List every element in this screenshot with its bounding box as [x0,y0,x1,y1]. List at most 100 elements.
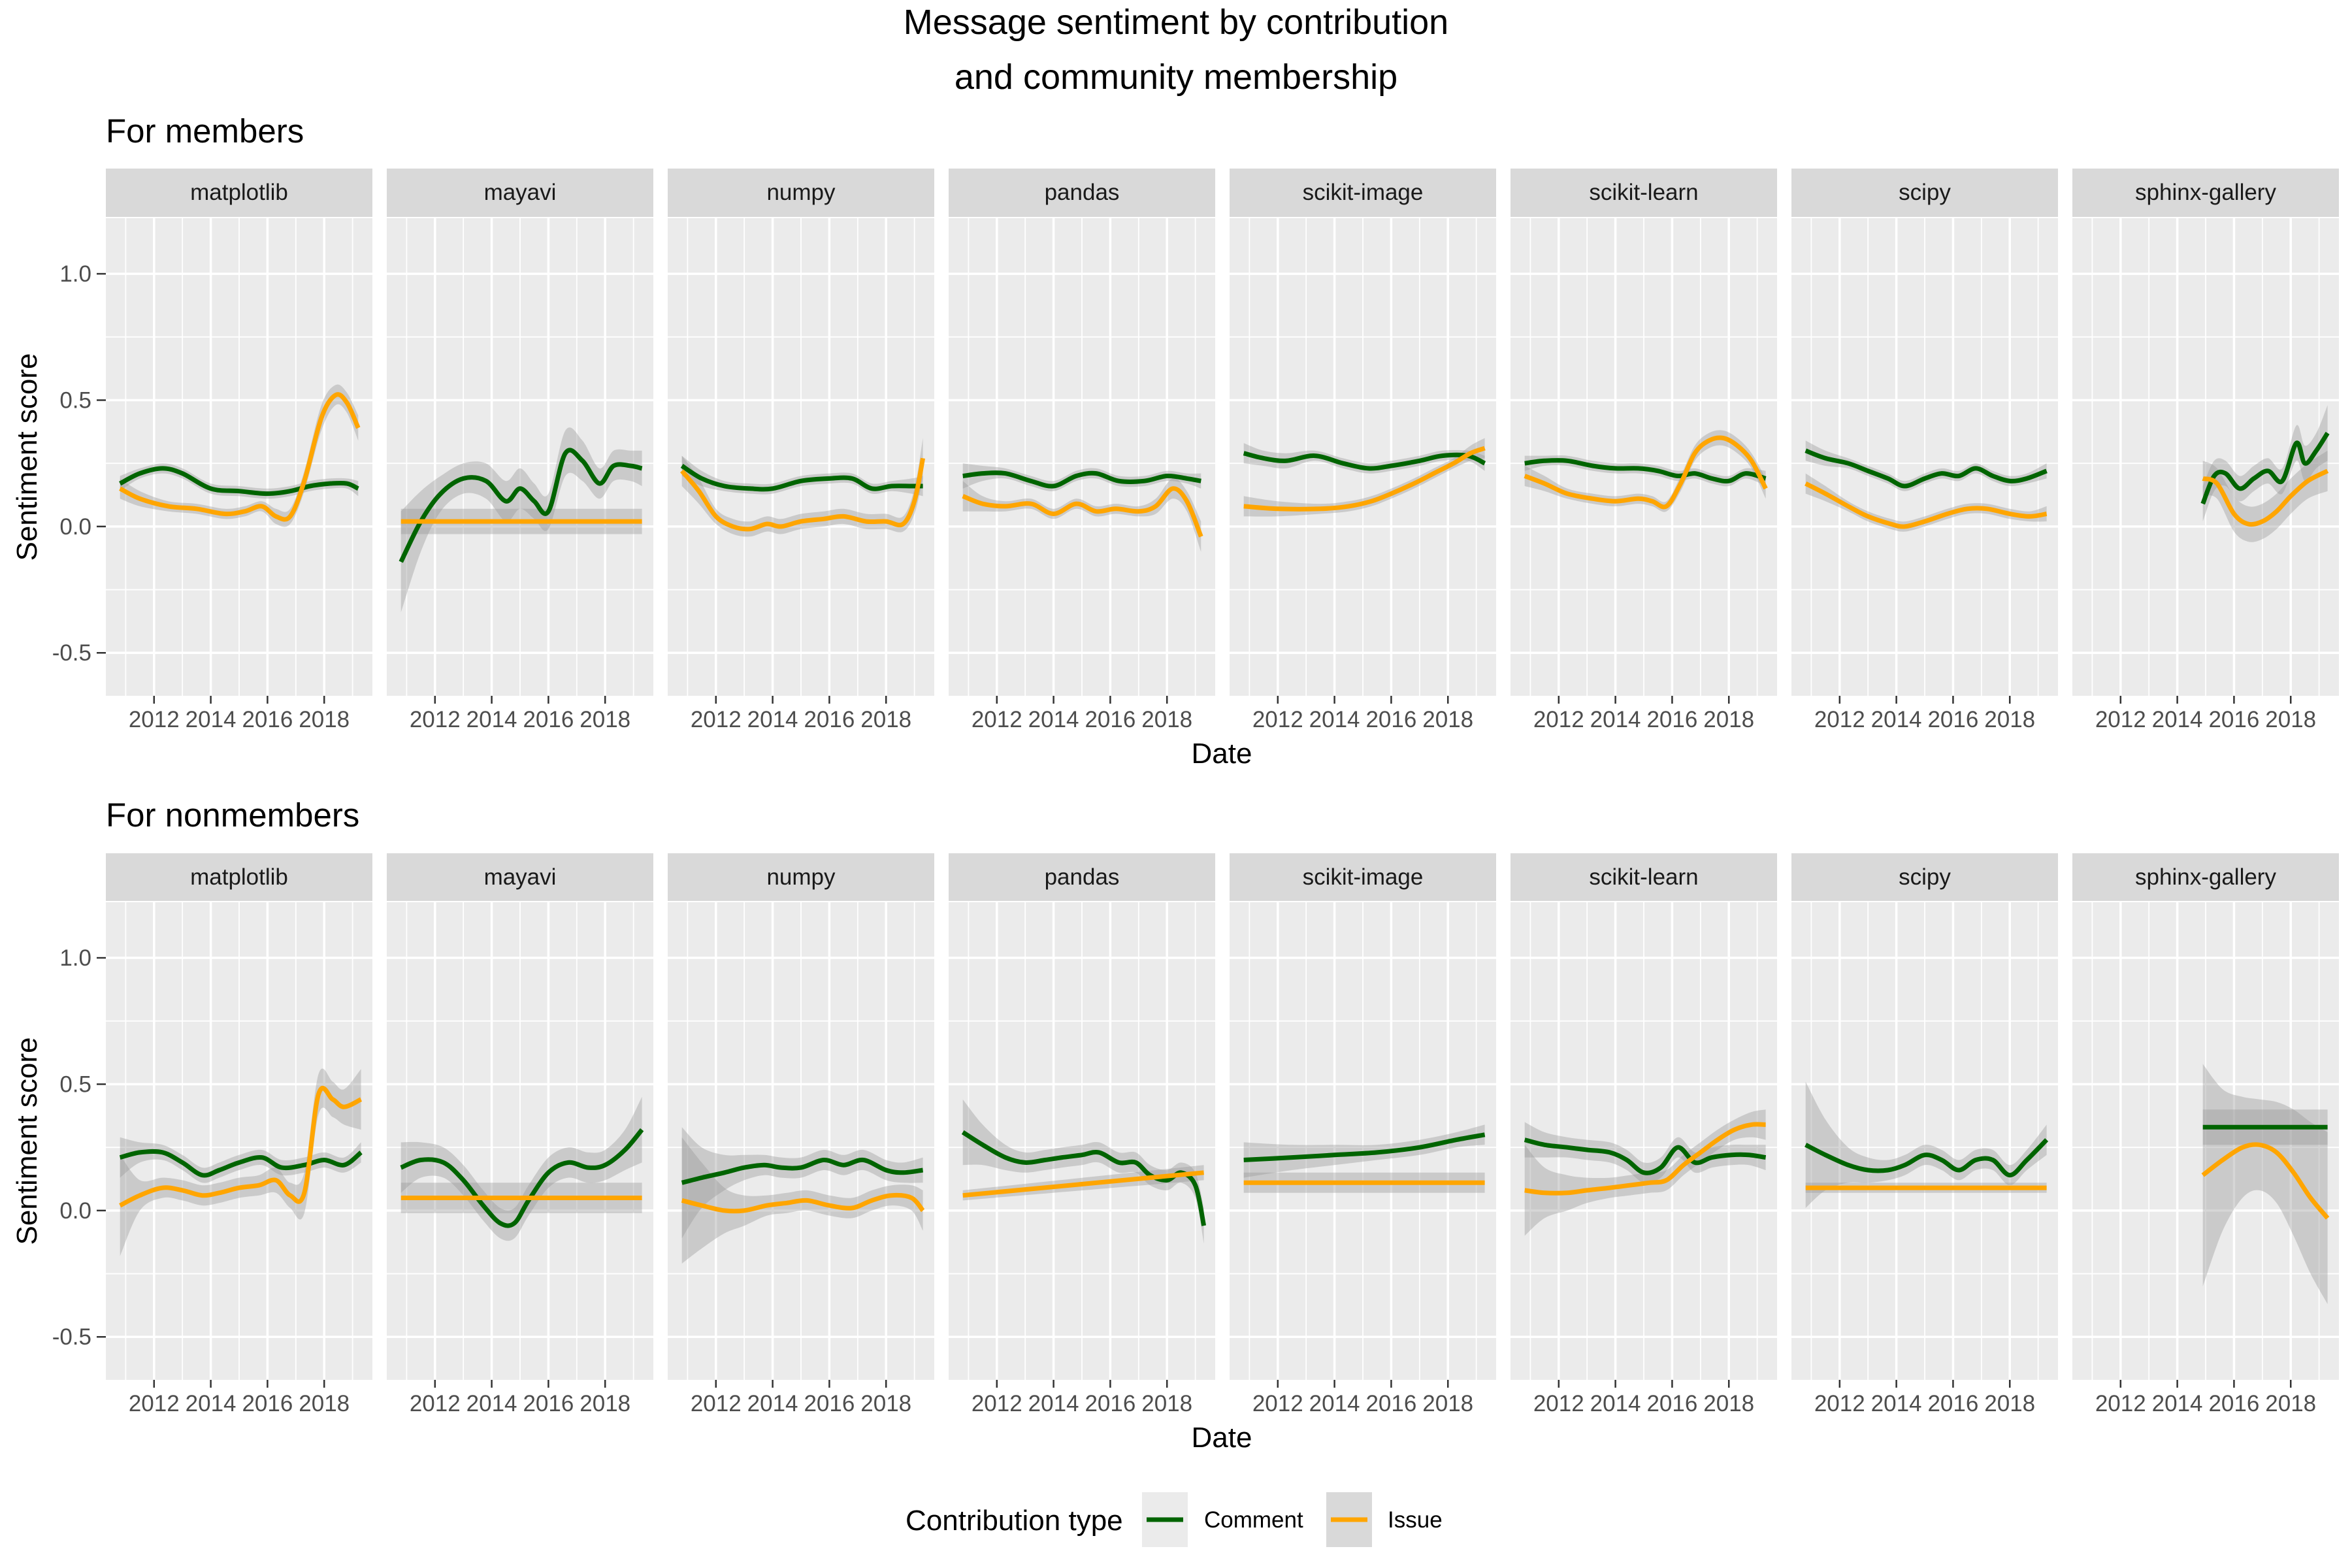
legend-label-issue: Issue [1388,1507,1443,1533]
facet-label: scikit-image [1303,864,1424,890]
issue-trend-line [962,486,1203,538]
comment-confidence-band [400,427,642,613]
x-tick-label: 2016 [2208,1391,2259,1416]
comment-trend-line [1805,1138,2049,1178]
y-tick-label: 1.0 [59,261,91,287]
x-tick-label: 2018 [1984,1391,2035,1416]
facet-label: sphinx-gallery [2135,180,2276,205]
x-tick-label: 2018 [580,1391,630,1416]
comment-trend-line [400,1128,644,1228]
y-tick-label: 1.0 [59,945,91,971]
comment-trend-line [1805,448,2048,489]
facet-strip [1511,169,1777,217]
x-tick-label: 2014 [2152,707,2203,732]
issue-trend-line [1243,446,1486,512]
facet-label: matplotlib [190,864,288,890]
x-tick-label: 2012 [1533,707,1584,732]
panel-scikit-learn: scikit-learn 2012 2014 2016 2018 [1511,169,1777,732]
facet-strip [668,853,934,901]
x-tick-label: 2018 [860,1391,911,1416]
comment-trend-line [1524,458,1767,483]
issue-trend-line [681,1192,925,1214]
x-tick-label: 2012 [2095,707,2146,732]
x-tick-label: 2014 [1590,707,1641,732]
group-title: For members [106,112,304,150]
comment-confidence-band [962,463,1201,491]
x-tick-label: 2018 [1703,707,1754,732]
panel-scikit-image: scikit-image 2012 2014 2016 2018 [1230,169,1496,732]
x-tick-label: 2016 [523,1391,574,1416]
panel-group-1: For nonmembers 1.0 0.5 0.0 -0.5 Sentiment sco… [11,796,2339,1454]
x-tick-label: 2014 [747,1391,798,1416]
comment-trend-line [119,466,359,497]
facet-strip [1230,853,1496,901]
panel-mayavi: mayavi 2012 2014 2016 2018 [387,169,653,732]
facet-strip [949,853,1215,901]
panel-matplotlib: matplotlib 2012 2014 2016 2018 [106,169,372,732]
x-tick-label: 2014 [747,707,798,732]
x-tick-label: 2012 [691,1391,742,1416]
y-tick-label: 0.5 [59,387,91,413]
issue-confidence-band [1524,1109,1766,1236]
x-tick-label: 2014 [1871,1391,1922,1416]
x-tick-label: 2014 [1871,707,1922,732]
x-tick-label: 2018 [860,707,911,732]
chart-title-line2: and community membership [955,57,1397,97]
issue-confidence-band [120,1068,361,1256]
x-tick-label: 2014 [1309,707,1360,732]
x-tick-label: 2014 [1028,707,1079,732]
comment-trend-line [119,1149,363,1178]
issue-trend-line [119,392,361,522]
facet-label: pandas [1045,864,1120,890]
facet-strip [387,853,653,901]
facet-label: mayavi [484,180,557,205]
issue-confidence-band [2202,1064,2328,1304]
facet-strip [668,169,934,217]
facet-label: scipy [1899,180,1951,205]
issue-trend-line [2202,468,2329,527]
panel-scikit-image: scikit-image 2012 2014 2016 2018 [1230,853,1496,1416]
x-tick-label: 2016 [804,1391,855,1416]
legend-label-comment: Comment [1204,1507,1303,1533]
x-tick-label: 2016 [1646,1391,1697,1416]
x-tick-label: 2014 [186,1391,237,1416]
facet-label: numpy [766,864,836,890]
x-tick-label: 2012 [2095,1391,2146,1416]
panel-sphinx-gallery: sphinx-gallery 2012 2014 2016 2018 [2072,853,2339,1416]
comment-trend-line [2200,431,2330,505]
comment-trend-line [1524,1137,1767,1175]
x-tick-label: 2014 [1590,1391,1641,1416]
panel-sphinx-gallery: sphinx-gallery 2012 2014 2016 2018 [2072,169,2339,732]
comment-confidence-band [2202,405,2328,522]
chart-title-line1: Message sentiment by contribution [904,3,1448,42]
panel-group-0: For members 1.0 0.5 0.0 -0.5 Sentiment score D… [11,112,2339,770]
y-tick-label: -0.5 [52,1324,91,1350]
x-tick-label: 2018 [1422,707,1473,732]
facet-label: numpy [766,180,836,205]
x-tick-label: 2016 [1646,707,1697,732]
x-tick-label: 2012 [1252,1391,1303,1416]
facet-label: scikit-learn [1589,180,1698,205]
x-tick-label: 2012 [410,707,461,732]
x-tick-label: 2012 [972,707,1022,732]
x-tick-label: 2012 [1814,1391,1865,1416]
facet-grid: For members 1.0 0.5 0.0 -0.5 Sentiment score D… [11,112,2339,1454]
comment-trend-line [962,470,1201,489]
x-tick-label: 2012 [1814,707,1865,732]
x-tick-label: 2014 [2152,1391,2203,1416]
issue-trend-line [119,1086,363,1208]
comment-confidence-band [962,1099,1204,1244]
x-tick-label: 2018 [1141,707,1192,732]
x-tick-label: 2012 [691,707,742,732]
issue-trend-line [1805,481,2048,529]
x-tick-label: 2016 [1085,1391,1135,1416]
comment-trend-line [1243,1132,1486,1162]
issue-confidence-band [2202,450,2328,542]
x-tick-label: 2016 [1927,707,1978,732]
x-tick-label: 2012 [410,1391,461,1416]
facet-strip [2072,853,2339,901]
panel-scikit-learn: scikit-learn 2012 2014 2016 2018 [1511,853,1777,1416]
x-axis-title: Date [1192,738,1252,770]
issue-trend-line [1524,435,1768,510]
